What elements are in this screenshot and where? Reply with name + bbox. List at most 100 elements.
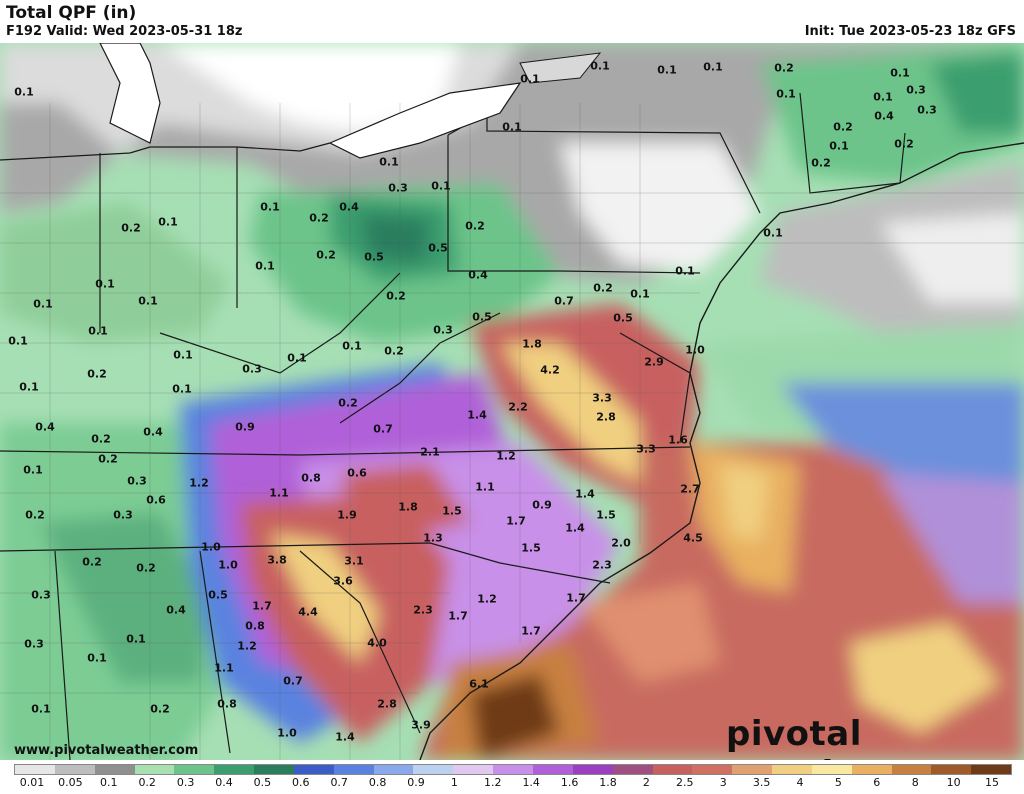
precip-value-label: 0.2 <box>98 452 118 466</box>
precip-value-label: 0.1 <box>590 59 610 73</box>
colorbar-swatch <box>94 765 135 774</box>
colorbar-swatch <box>493 765 533 774</box>
precip-value-label: 0.1 <box>33 297 53 311</box>
colorbar-tick-label: 4 <box>796 776 804 789</box>
precip-value-label: 0.1 <box>14 85 34 99</box>
header-bar: Total QPF (in) F192 Valid: Wed 2023-05-3… <box>0 0 1024 43</box>
colorbar-tick-label: 5 <box>834 776 842 789</box>
precip-value-label: 0.3 <box>388 181 408 195</box>
precip-value-label: 0.5 <box>472 310 492 324</box>
precip-value-label: 1.4 <box>335 730 355 744</box>
colorbar-swatch <box>293 765 334 774</box>
colorbar-tick-label: 0.7 <box>330 776 348 789</box>
colorbar-tick-label: 0.5 <box>253 776 272 789</box>
precip-value-label: 2.7 <box>680 482 700 496</box>
precip-value-label: 0.2 <box>309 211 329 225</box>
precip-value-label: 0.8 <box>245 619 265 633</box>
colorbar-tick-label: 0.9 <box>407 776 425 789</box>
colorbar-swatch <box>612 765 653 774</box>
precip-value-label: 0.2 <box>593 281 613 295</box>
precip-value-label: 0.4 <box>35 420 55 434</box>
colorbar-tick-label: 6 <box>873 776 881 789</box>
precip-value-label: 0.2 <box>894 137 914 151</box>
colorbar-swatch <box>931 765 972 774</box>
precip-value-label: 0.4 <box>874 109 894 123</box>
precip-value-label: 0.4 <box>468 268 488 282</box>
colorbar-swatch <box>254 765 294 774</box>
precip-value-label: 0.1 <box>8 334 28 348</box>
precip-value-label: 3.6 <box>333 574 353 588</box>
precip-value-label: 0.2 <box>136 561 156 575</box>
precip-value-label: 0.3 <box>113 508 133 522</box>
precip-value-label: 1.5 <box>442 504 462 518</box>
colorbar-tick-label: 1.4 <box>522 776 540 789</box>
precip-value-label: 0.9 <box>235 420 255 434</box>
colorbar-tick-label: 3.5 <box>752 776 771 789</box>
precip-value-label: 1.9 <box>337 508 357 522</box>
precip-value-label: 0.1 <box>255 259 275 273</box>
lake-michigan <box>99 43 161 144</box>
state-borders <box>0 92 906 760</box>
precip-value-label: 0.5 <box>208 588 228 602</box>
colorbar-swatch <box>214 765 255 774</box>
lake-erie <box>328 82 522 159</box>
colorbar-tick-label: 15 <box>985 776 999 789</box>
precip-value-label: 1.0 <box>277 726 297 740</box>
precip-value-label: 1.5 <box>521 541 541 555</box>
precip-value-label: 0.2 <box>338 396 358 410</box>
precip-value-label: 1.7 <box>252 599 272 613</box>
map-title: Total QPF (in) <box>6 3 137 23</box>
precip-value-label: 1.8 <box>398 500 418 514</box>
colorbar-swatch <box>333 765 374 774</box>
colorbar-swatch <box>971 765 1012 774</box>
precip-value-label: 1.0 <box>201 540 221 554</box>
colorbar-tick-label: 1 <box>450 776 458 789</box>
website-label: www.pivotalweather.com <box>14 743 199 758</box>
precip-value-label: 1.7 <box>448 609 468 623</box>
precip-value-label: 1.0 <box>685 343 705 357</box>
precip-value-label: 0.2 <box>25 508 45 522</box>
precip-value-label: 0.2 <box>384 344 404 358</box>
precip-value-label: 0.1 <box>260 200 280 214</box>
county-borders <box>0 103 1024 760</box>
precip-value-label: 1.7 <box>566 591 586 605</box>
colorbar-swatch <box>532 765 573 774</box>
precip-value-label: 1.2 <box>496 449 516 463</box>
colorbar-tick-label: 10 <box>946 776 961 789</box>
precip-value-label: 1.1 <box>475 480 495 494</box>
valid-time: F192 Valid: Wed 2023-05-31 18z <box>6 24 243 39</box>
precip-value-label: 0.3 <box>906 83 926 97</box>
precip-value-label: 0.2 <box>121 221 141 235</box>
init-time: Init: Tue 2023-05-23 18z GFS <box>804 24 1016 39</box>
precip-value-label: 0.1 <box>126 632 146 646</box>
colorbar-tick-label: 0.6 <box>292 776 310 789</box>
precip-value-label: 0.2 <box>316 248 336 262</box>
precip-value-label: 1.2 <box>237 639 257 653</box>
colorbar-tick-label: 1.6 <box>560 776 579 789</box>
colorbar-tick-label: 2 <box>642 776 650 789</box>
colorbar-swatch <box>811 765 852 774</box>
precip-value-label: 0.1 <box>502 120 522 134</box>
colorbar-swatch <box>373 765 414 774</box>
precip-value-label: 0.3 <box>31 588 51 602</box>
precip-value-label: 2.3 <box>413 603 433 617</box>
precip-value-label: 0.1 <box>88 324 108 338</box>
precip-value-label: 0.1 <box>158 215 178 229</box>
precip-value-label: 0.2 <box>82 555 102 569</box>
precip-value-label: 2.0 <box>611 536 631 550</box>
qpf-map[interactable]: 0.1 0.1 0.1 0.1 0.1 0.2 0.1 0.1 0.1 0.3 0.4 0.3 0.1 0… <box>0 43 1024 760</box>
precip-value-label: 3.9 <box>411 718 431 732</box>
precip-value-label: 4.5 <box>683 531 703 545</box>
precip-value-label: 0.3 <box>24 637 44 651</box>
precip-value-label: 1.2 <box>189 476 209 490</box>
precip-value-label: 0.1 <box>23 463 43 477</box>
precip-value-label: 0.1 <box>520 72 540 86</box>
lake-ontario <box>519 52 602 84</box>
precip-value-label: 0.1 <box>95 277 115 291</box>
colorbar-swatch <box>134 765 175 774</box>
colorbar-swatch <box>692 765 733 774</box>
colorbar-tick-label: 0.8 <box>368 776 387 789</box>
precip-value-label: 1.7 <box>506 514 526 528</box>
precip-value-label: 3.3 <box>636 442 656 456</box>
precip-value-label: 0.2 <box>465 219 485 233</box>
